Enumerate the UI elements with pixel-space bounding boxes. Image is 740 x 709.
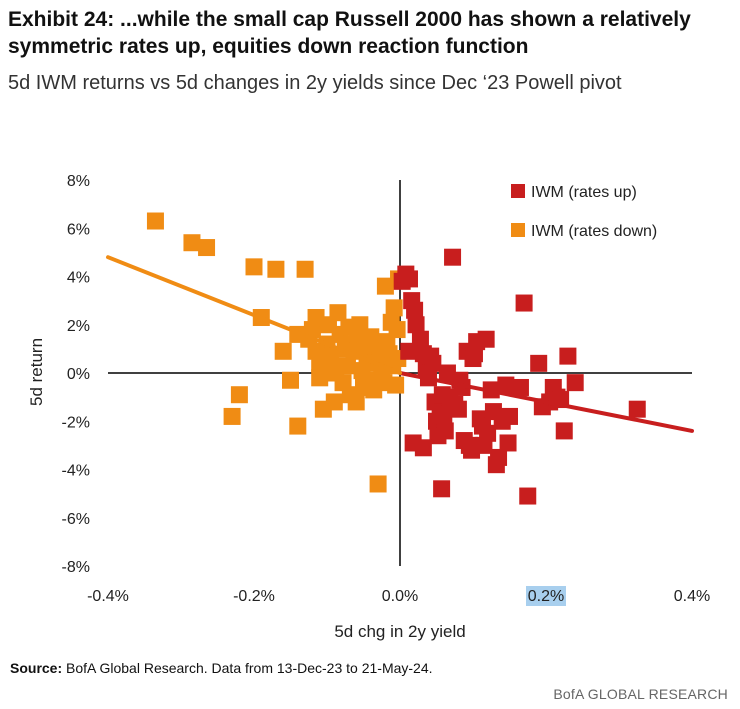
point-rates-up xyxy=(497,376,515,394)
y-tick-label: 6% xyxy=(67,221,90,238)
y-tick-label: -8% xyxy=(62,559,90,576)
point-rates-up xyxy=(444,248,462,266)
x-tick-label: 0.2% xyxy=(528,588,564,605)
point-rates-up xyxy=(628,400,646,418)
point-rates-up xyxy=(559,347,577,365)
point-rates-down xyxy=(183,234,201,252)
y-tick-label: 0% xyxy=(67,366,90,383)
source-label: Source: xyxy=(10,660,63,676)
point-rates-up xyxy=(407,316,425,334)
point-rates-down xyxy=(387,376,405,394)
point-rates-up xyxy=(515,294,533,312)
point-rates-down xyxy=(322,359,340,377)
point-rates-down xyxy=(376,277,394,295)
point-rates-up xyxy=(400,270,418,288)
point-rates-down xyxy=(146,212,164,230)
point-rates-up xyxy=(490,448,508,466)
point-rates-up xyxy=(479,424,497,442)
point-rates-up xyxy=(566,374,584,392)
legend-label-rates-up: IWM (rates up) xyxy=(531,184,637,201)
point-rates-down xyxy=(274,342,292,360)
point-rates-down xyxy=(388,321,406,339)
point-rates-up xyxy=(449,400,467,418)
point-rates-up xyxy=(404,434,422,452)
tick-highlight xyxy=(526,586,566,606)
point-rates-down xyxy=(223,407,241,425)
y-tick-label: 2% xyxy=(67,318,90,335)
point-rates-up xyxy=(433,480,451,498)
source-note: Source: BofA Global Research. Data from … xyxy=(10,660,433,676)
point-rates-down xyxy=(230,386,248,404)
source-text: BofA Global Research. Data from 13-Dec-2… xyxy=(62,660,433,676)
point-rates-up xyxy=(400,342,418,360)
point-rates-down xyxy=(385,299,403,317)
x-tick-label: -0.4% xyxy=(87,588,129,605)
legend-swatch-rates-down xyxy=(511,223,525,237)
point-rates-down xyxy=(245,258,263,276)
x-tick-label: -0.2% xyxy=(233,588,275,605)
scatter-chart: 8% 6% 4% 2% 0% -2% -4% -6% -8% -0.4% -0.2% 0.0% 0.2… xyxy=(27,173,710,641)
point-rates-up xyxy=(436,422,454,440)
point-rates-down xyxy=(341,386,359,404)
y-tick-label: 8% xyxy=(67,173,90,190)
point-rates-down xyxy=(289,417,307,435)
point-rates-up xyxy=(530,354,548,372)
point-rates-down xyxy=(329,304,347,322)
legend-label-rates-down: IWM (rates down) xyxy=(531,223,657,240)
exhibit-title: Exhibit 24: ...while the small cap Russe… xyxy=(8,8,691,58)
point-rates-up xyxy=(501,407,518,425)
data-points xyxy=(146,212,646,505)
trendline-rates-up xyxy=(398,371,694,433)
point-rates-down xyxy=(198,239,216,257)
legend: IWM (rates up) IWM (rates down) xyxy=(511,184,657,240)
y-axis-label: 5d return xyxy=(27,338,46,406)
point-rates-down xyxy=(325,393,343,411)
point-rates-down xyxy=(296,260,314,278)
y-tick-labels: 8% 6% 4% 2% 0% -2% -4% -6% -8% xyxy=(62,173,90,576)
point-rates-up xyxy=(499,434,517,452)
point-rates-down xyxy=(282,371,299,389)
point-rates-up xyxy=(422,347,440,365)
point-rates-down xyxy=(369,475,387,493)
point-rates-up xyxy=(511,378,529,396)
legend-swatch-rates-up xyxy=(511,184,525,198)
trendlines xyxy=(106,255,694,433)
y-tick-label: -4% xyxy=(62,463,90,480)
exhibit-subtitle: 5d IWM returns vs 5d changes in 2y yield… xyxy=(8,72,622,94)
y-tick-label: 4% xyxy=(67,270,90,287)
point-rates-up xyxy=(519,487,537,505)
trendline-rates-down xyxy=(106,255,402,375)
brand-footer: BofA GLOBAL RESEARCH xyxy=(553,686,728,702)
plot-area: 8% 6% 4% 2% 0% -2% -4% -6% -8% -0.4% -0.2% 0.0% 0.2… xyxy=(62,173,710,606)
x-axis-label: 5d chg in 2y yield xyxy=(334,622,465,641)
point-rates-up xyxy=(555,422,573,440)
point-rates-down xyxy=(267,260,285,278)
point-rates-down xyxy=(307,342,325,360)
point-rates-up xyxy=(477,330,495,348)
x-tick-labels: -0.4% -0.2% 0.0% 0.2% 0.4% xyxy=(87,586,710,606)
y-tick-label: -6% xyxy=(62,511,90,528)
point-rates-down xyxy=(362,328,380,346)
x-tick-label: 0.4% xyxy=(674,588,710,605)
point-rates-up xyxy=(406,301,424,319)
y-tick-label: -2% xyxy=(62,414,90,431)
x-tick-label: 0.0% xyxy=(382,588,418,605)
